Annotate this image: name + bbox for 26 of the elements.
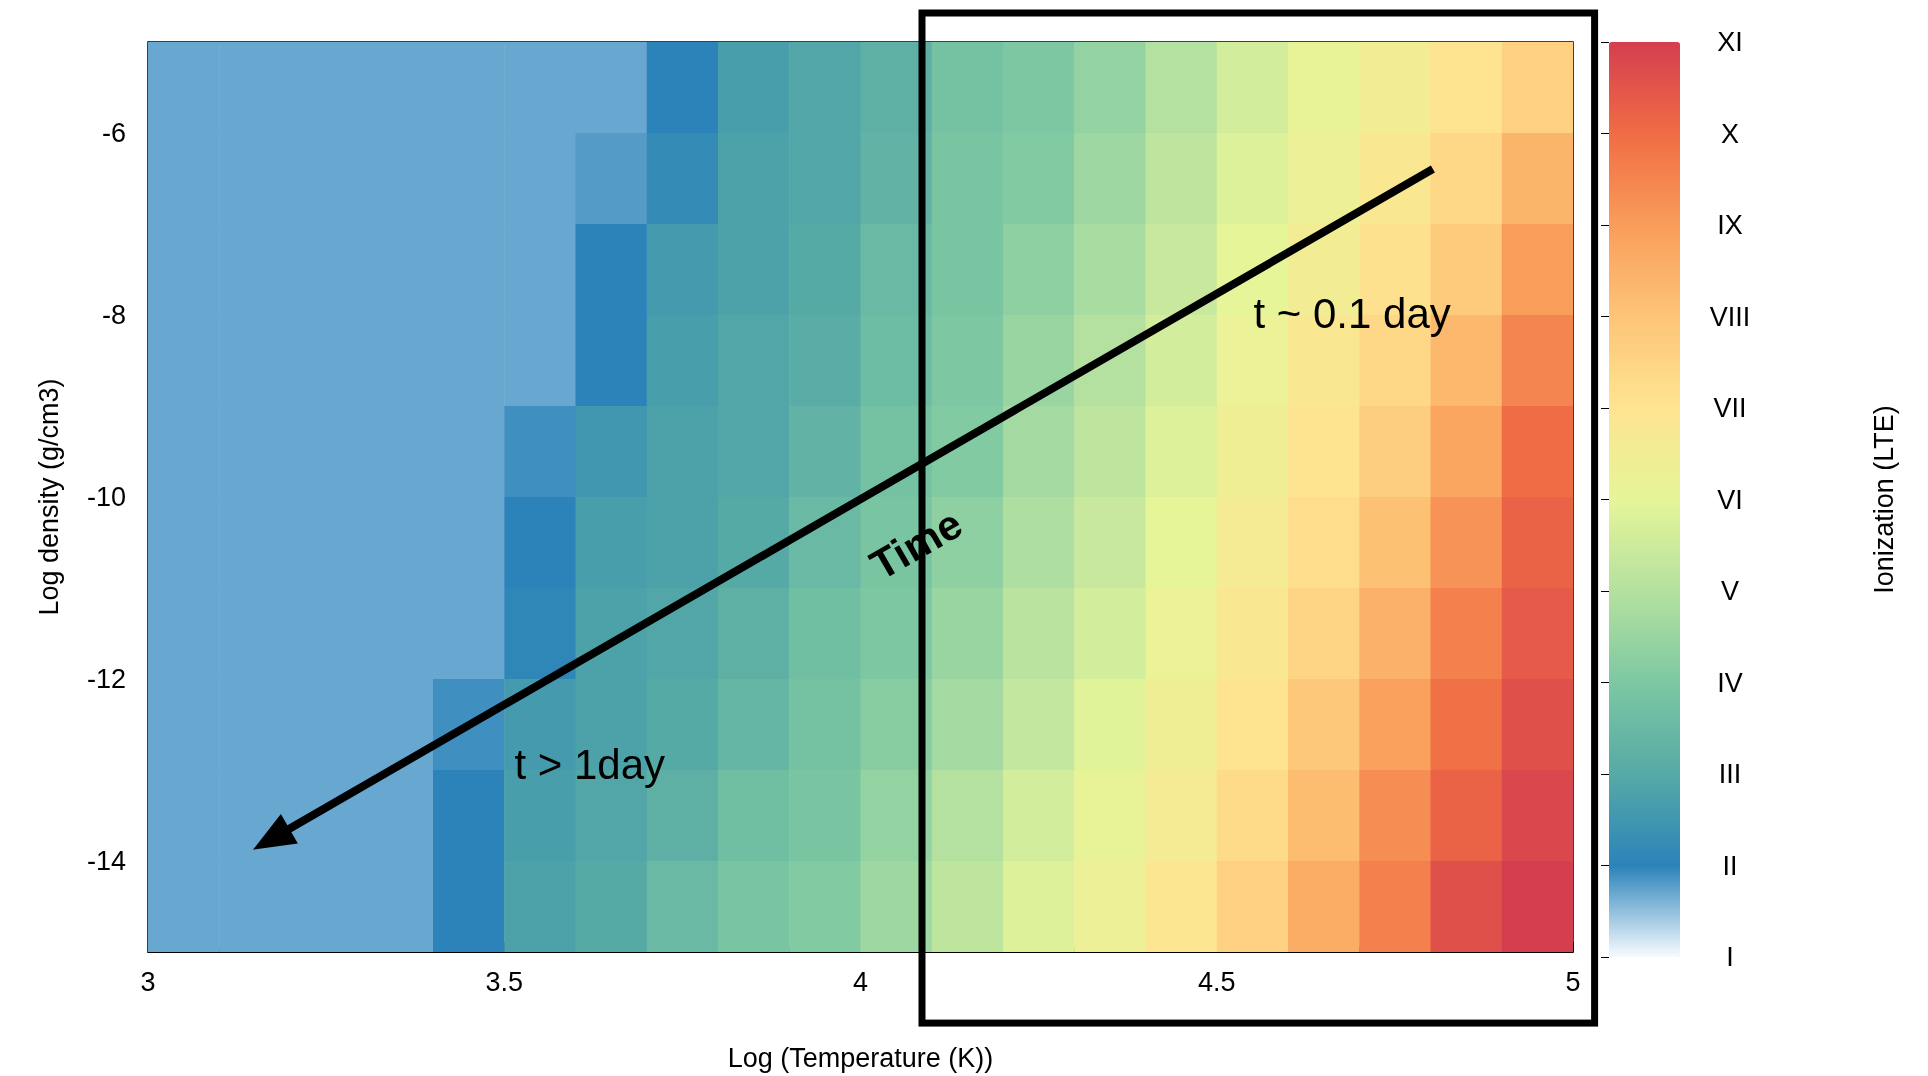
x-tick-label: 4.5 [1197,966,1236,997]
color-bar-label: I [1726,942,1734,972]
color-bar-label: IX [1717,210,1743,240]
y-tick-label: -8 [101,300,126,330]
x-tick-label: 5 [1565,966,1581,997]
x-tick-label: 3.5 [485,966,524,997]
x-tick-label: 3 [140,966,156,997]
x-tick-label: 4 [852,966,869,997]
color-bar-label: V [1720,576,1740,606]
color-bar-label: VIII [1709,301,1751,332]
annotation: t > 1day [514,741,666,789]
color-bar-label: X [1720,118,1740,149]
color-bar-label: III [1718,759,1742,789]
color-bar-label: VII [1713,393,1747,423]
y-tick-label: -12 [86,664,126,694]
x-axis-title: Log (Temperature (K)) [727,1042,994,1073]
color-bar-label: IV [1717,667,1743,698]
color-bar-label: XI [1717,27,1743,57]
y-tick-label: -14 [86,846,126,876]
color-bar-label: II [1722,850,1738,881]
y-tick-label: -10 [86,482,126,512]
color-bar-label: VI [1717,484,1743,515]
y-axis-title: Log density (g/cm3) [33,378,64,616]
y-tick-label: -6 [101,118,126,148]
annotation: t ~ 0.1 day [1253,289,1451,337]
color-bar-title: Ionization (LTE) [1868,405,1899,594]
